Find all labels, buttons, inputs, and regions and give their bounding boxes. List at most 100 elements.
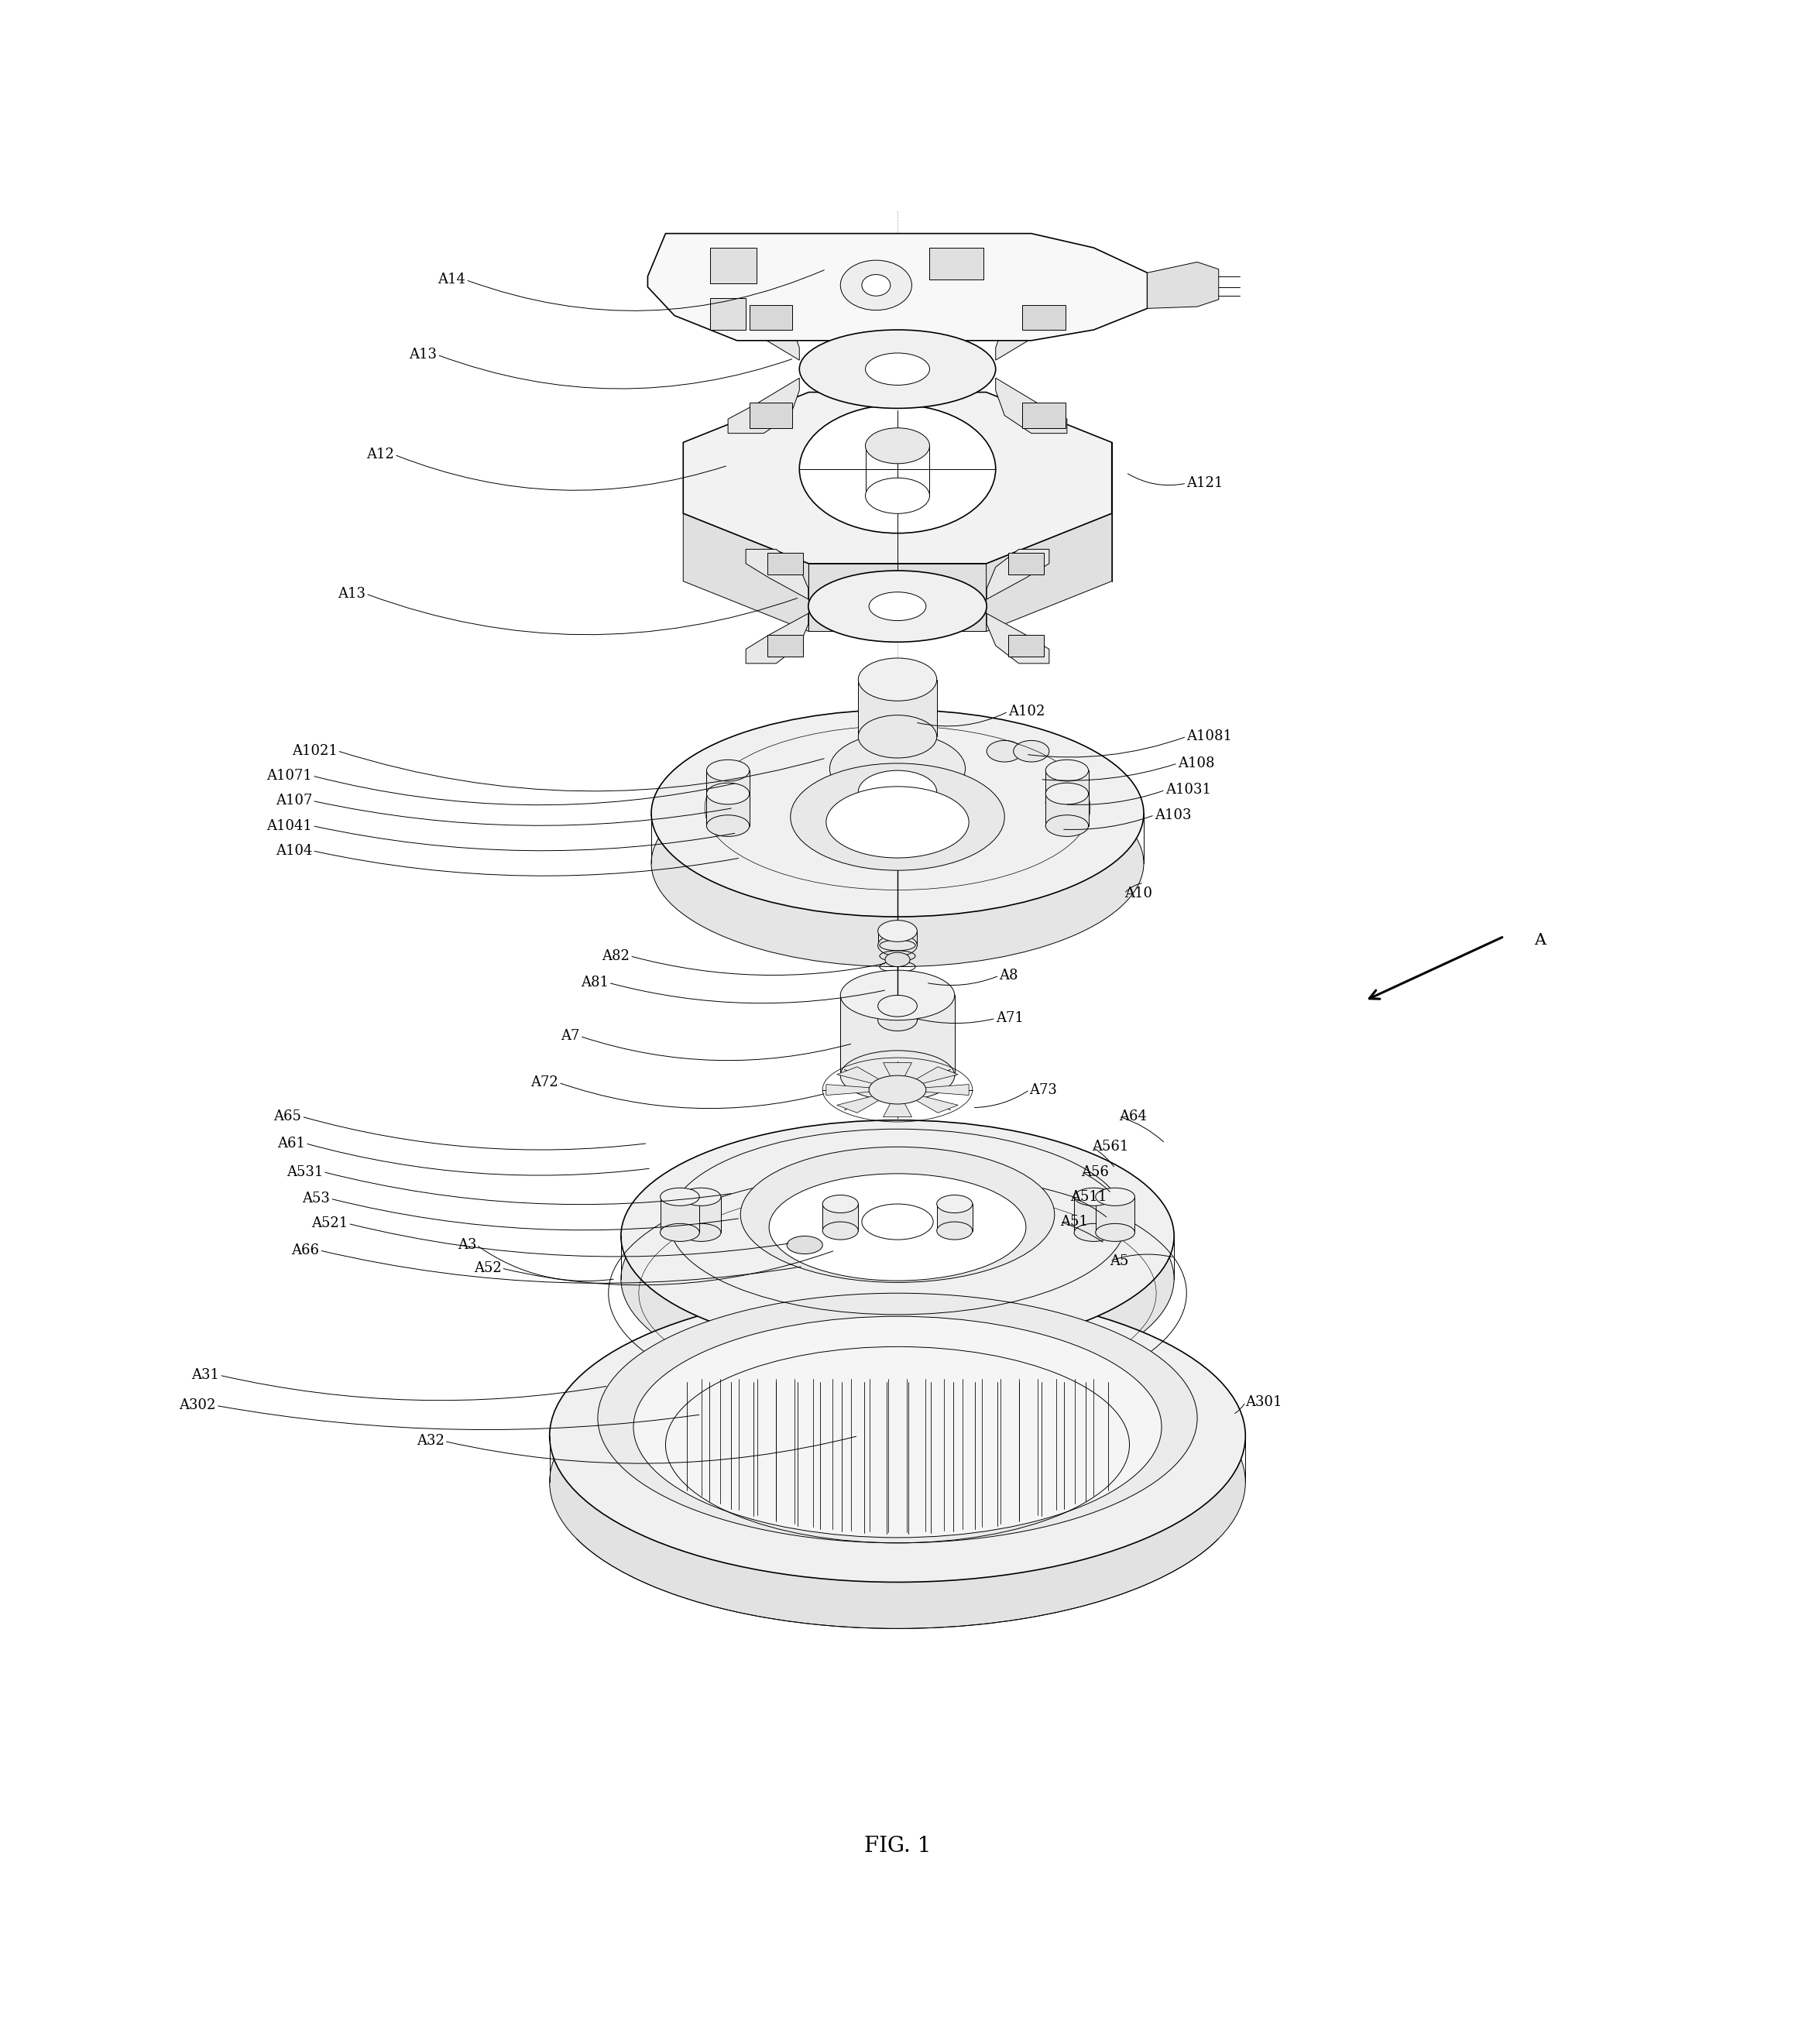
Ellipse shape — [937, 1196, 973, 1212]
Text: A108: A108 — [1178, 756, 1215, 771]
Polygon shape — [822, 1204, 858, 1230]
Text: A511: A511 — [1070, 1190, 1108, 1204]
Text: A13: A13 — [337, 587, 366, 601]
Text: A52: A52 — [474, 1261, 501, 1275]
Text: A561: A561 — [1091, 1141, 1129, 1155]
Ellipse shape — [822, 1196, 858, 1212]
Ellipse shape — [799, 405, 996, 533]
Ellipse shape — [865, 354, 930, 384]
Text: A73: A73 — [1030, 1083, 1057, 1098]
Text: FIG. 1: FIG. 1 — [863, 1836, 932, 1856]
Ellipse shape — [1046, 816, 1088, 836]
Text: A8: A8 — [1000, 969, 1018, 983]
Polygon shape — [985, 513, 1111, 632]
Ellipse shape — [549, 1337, 1246, 1629]
Text: A1071: A1071 — [267, 769, 312, 783]
Text: A107: A107 — [276, 793, 312, 807]
Text: A3: A3 — [458, 1239, 476, 1253]
Text: A1031: A1031 — [1165, 783, 1212, 797]
Ellipse shape — [621, 1120, 1174, 1351]
Text: A121: A121 — [1186, 476, 1222, 491]
Polygon shape — [707, 793, 749, 826]
Polygon shape — [840, 995, 955, 1075]
Polygon shape — [810, 564, 985, 632]
Ellipse shape — [768, 1173, 1027, 1282]
Text: A32: A32 — [416, 1435, 445, 1449]
Ellipse shape — [840, 971, 955, 1020]
Ellipse shape — [858, 771, 937, 814]
Ellipse shape — [652, 709, 1143, 918]
Polygon shape — [707, 771, 749, 803]
Ellipse shape — [865, 427, 930, 464]
Ellipse shape — [822, 1222, 858, 1239]
Polygon shape — [987, 550, 1048, 599]
Polygon shape — [682, 1198, 722, 1233]
Ellipse shape — [741, 1147, 1054, 1282]
Polygon shape — [836, 1067, 898, 1089]
Ellipse shape — [682, 1188, 722, 1206]
Ellipse shape — [858, 658, 937, 701]
Text: A301: A301 — [1246, 1394, 1282, 1408]
Text: A5: A5 — [1109, 1255, 1129, 1267]
Ellipse shape — [829, 734, 966, 805]
Text: A81: A81 — [580, 975, 609, 989]
Text: A31: A31 — [192, 1367, 219, 1382]
Ellipse shape — [862, 1204, 933, 1239]
Text: A302: A302 — [180, 1398, 215, 1412]
Polygon shape — [898, 1067, 959, 1089]
Text: A12: A12 — [366, 448, 395, 462]
Ellipse shape — [869, 1075, 926, 1104]
Polygon shape — [684, 392, 1111, 564]
Text: A61: A61 — [276, 1136, 305, 1151]
Ellipse shape — [621, 1163, 1174, 1394]
Ellipse shape — [707, 760, 749, 781]
Polygon shape — [1046, 771, 1088, 803]
Polygon shape — [878, 930, 917, 944]
Polygon shape — [898, 1085, 969, 1096]
Ellipse shape — [878, 920, 917, 942]
Text: A72: A72 — [531, 1075, 558, 1089]
Bar — [749, 305, 792, 329]
Bar — [1009, 552, 1045, 574]
Polygon shape — [987, 613, 1048, 664]
Bar — [749, 403, 792, 427]
Polygon shape — [858, 679, 937, 736]
Text: A7: A7 — [562, 1030, 580, 1042]
Polygon shape — [836, 1089, 898, 1112]
Ellipse shape — [549, 1290, 1246, 1582]
Polygon shape — [661, 1198, 700, 1233]
Ellipse shape — [937, 1222, 973, 1239]
Ellipse shape — [707, 783, 749, 805]
Text: A66: A66 — [291, 1243, 320, 1257]
Polygon shape — [1073, 1198, 1113, 1233]
Text: A521: A521 — [311, 1216, 348, 1230]
Polygon shape — [648, 233, 1147, 341]
Text: A1081: A1081 — [1186, 730, 1231, 744]
Text: A: A — [1535, 932, 1545, 946]
Ellipse shape — [840, 260, 912, 311]
Ellipse shape — [858, 715, 937, 758]
Ellipse shape — [808, 570, 987, 642]
Polygon shape — [1147, 262, 1219, 309]
Text: A82: A82 — [601, 948, 630, 963]
Ellipse shape — [634, 1316, 1161, 1537]
Polygon shape — [878, 1006, 917, 1020]
Bar — [766, 636, 802, 656]
Text: A1021: A1021 — [291, 744, 337, 758]
Ellipse shape — [707, 816, 749, 836]
Ellipse shape — [1095, 1224, 1134, 1241]
Text: A103: A103 — [1154, 807, 1192, 822]
Ellipse shape — [1014, 740, 1048, 762]
Text: A71: A71 — [996, 1012, 1023, 1026]
Polygon shape — [826, 1085, 898, 1096]
Ellipse shape — [707, 791, 749, 814]
Polygon shape — [996, 305, 1066, 360]
Ellipse shape — [878, 995, 917, 1016]
Polygon shape — [898, 1089, 959, 1112]
Text: A10: A10 — [1124, 887, 1152, 901]
Bar — [1009, 636, 1045, 656]
Ellipse shape — [1046, 791, 1088, 814]
Ellipse shape — [826, 787, 969, 858]
Bar — [711, 298, 747, 329]
Ellipse shape — [661, 1224, 700, 1241]
